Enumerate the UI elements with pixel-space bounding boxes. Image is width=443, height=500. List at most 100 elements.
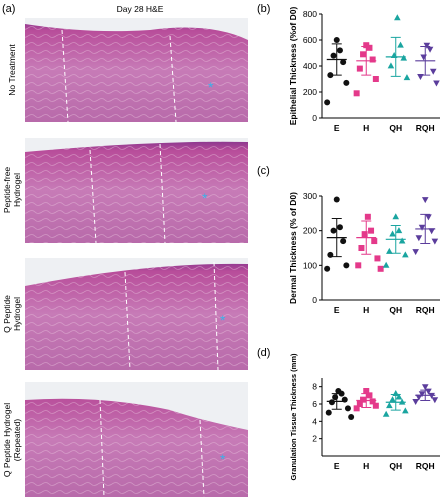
- y-tick-label: 0: [312, 295, 317, 305]
- y-tick-label: 600: [303, 35, 317, 45]
- error-bar: [331, 393, 342, 410]
- data-point: [392, 213, 400, 220]
- y-tick-label: 800: [303, 9, 317, 19]
- data-point: [412, 249, 419, 256]
- data-point: [395, 227, 403, 234]
- data-point: [387, 62, 395, 69]
- image-label-line: Q Peptide Hydrogel: [2, 403, 12, 477]
- data-point: [324, 265, 331, 272]
- x-tick-label: QH: [389, 305, 402, 315]
- data-point: [389, 396, 396, 403]
- y-tick-label: 100: [303, 260, 317, 270]
- data-point: [412, 399, 419, 405]
- data-point: [364, 213, 371, 220]
- data-point: [402, 251, 409, 258]
- y-tick-label: 4: [312, 416, 317, 426]
- data-point: [360, 51, 367, 58]
- y-tick-label: 6: [312, 399, 317, 409]
- image-label: No Treatment: [7, 44, 17, 96]
- data-point: [429, 68, 437, 75]
- data-point: [366, 44, 373, 51]
- data-point: [327, 72, 334, 79]
- panel-label: (d): [257, 347, 270, 359]
- error-bar: [361, 46, 372, 76]
- panel-label: (a): [2, 3, 15, 15]
- data-point: [374, 255, 381, 262]
- histology-image: *: [25, 258, 248, 371]
- data-point: [324, 99, 331, 106]
- y-tick-label: 300: [303, 191, 317, 201]
- data-point: [348, 414, 355, 420]
- data-point: [371, 238, 378, 245]
- data-point: [358, 245, 365, 251]
- svg-text:*: *: [220, 312, 226, 328]
- data-point: [355, 262, 362, 269]
- data-point: [420, 54, 427, 61]
- x-tick-label: E: [334, 461, 340, 471]
- panel-label: (b): [257, 3, 270, 15]
- svg-text:*: *: [202, 190, 208, 206]
- data-point: [398, 237, 406, 244]
- histology-images: * * * *: [25, 18, 248, 498]
- y-tick-label: 2: [312, 434, 317, 444]
- error-bar: [390, 393, 401, 411]
- data-point: [426, 46, 434, 53]
- error-bar: [361, 220, 372, 255]
- data-point: [377, 265, 384, 272]
- error-bar: [331, 218, 342, 258]
- data-point: [425, 214, 432, 221]
- x-tick-label: H: [363, 461, 369, 471]
- data-point: [386, 247, 393, 254]
- data-point: [395, 393, 403, 400]
- image-label-line: Q Peptide: [2, 295, 12, 333]
- y-tick-label: 0: [312, 113, 317, 123]
- data-point: [356, 401, 363, 407]
- data-point: [325, 409, 332, 416]
- data-point: [382, 410, 390, 417]
- image-label-line: Hydrogel: [12, 297, 22, 331]
- data-point: [402, 407, 409, 414]
- data-point: [415, 394, 423, 401]
- data-point: [382, 261, 390, 268]
- data-point: [360, 396, 367, 403]
- panel-label: (c): [257, 165, 270, 177]
- data-point: [433, 80, 440, 87]
- x-tick-label: QH: [389, 123, 402, 133]
- error-bar: [420, 389, 431, 402]
- data-point: [356, 65, 363, 72]
- x-tick-label: E: [334, 305, 340, 315]
- error-bar: [361, 393, 372, 408]
- data-point: [363, 388, 370, 394]
- data-point: [340, 59, 347, 66]
- data-point: [428, 228, 435, 235]
- data-point: [330, 52, 337, 59]
- y-axis-title: Epithelial Thickness (%of D0): [288, 7, 298, 126]
- data-point: [389, 230, 396, 237]
- histology-image: *: [25, 18, 248, 123]
- x-tick-label: RQH: [416, 305, 435, 315]
- data-point: [418, 224, 426, 231]
- data-point: [372, 402, 379, 409]
- data-point: [330, 227, 337, 234]
- x-tick-label: QH: [389, 461, 402, 471]
- error-bar: [420, 46, 431, 76]
- data-point: [340, 238, 347, 245]
- data-point: [343, 262, 350, 269]
- y-tick-label: 8: [312, 382, 317, 392]
- x-tick-label: H: [363, 305, 369, 315]
- data-point: [431, 238, 439, 245]
- data-point: [368, 227, 375, 234]
- data-point: [353, 405, 360, 412]
- data-point: [369, 398, 376, 405]
- image-label-line: Hydrogel: [12, 173, 22, 207]
- x-tick-label: H: [363, 123, 369, 133]
- x-tick-label: RQH: [416, 123, 435, 133]
- data-point: [333, 196, 340, 203]
- y-tick-label: 200: [303, 87, 317, 97]
- x-tick-label: E: [334, 123, 340, 133]
- histology-image: *: [25, 138, 248, 244]
- data-point: [421, 384, 429, 391]
- data-point: [336, 224, 343, 231]
- data-point: [421, 197, 429, 204]
